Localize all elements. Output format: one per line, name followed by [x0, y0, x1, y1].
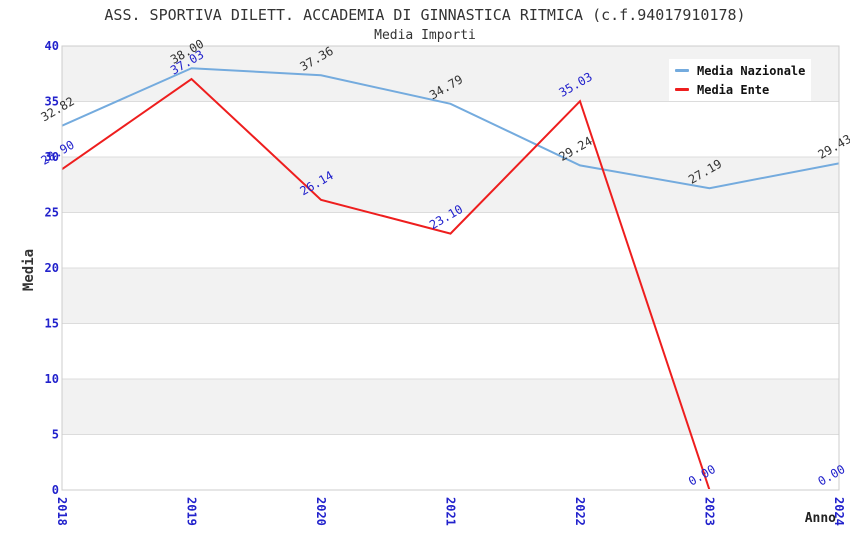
- legend-label-media-ente: Media Ente: [697, 82, 770, 97]
- svg-text:5: 5: [52, 428, 59, 442]
- chart-subtitle: Media Importi: [374, 28, 476, 43]
- x-axis-label: Anno: [804, 511, 836, 526]
- svg-text:2018: 2018: [55, 497, 69, 526]
- svg-text:40: 40: [45, 39, 59, 53]
- svg-text:15: 15: [45, 317, 59, 331]
- x-tick-labels: 2018 2019 2020 2021 2022 2023 2024: [55, 497, 846, 526]
- series-line-0: [62, 67, 839, 190]
- svg-text:20: 20: [45, 261, 59, 275]
- svg-text:2024: 2024: [832, 497, 846, 526]
- svg-text:35: 35: [45, 95, 59, 109]
- svg-text:2022: 2022: [573, 497, 587, 526]
- legend-item-media-ente: Media Ente: [675, 80, 811, 99]
- svg-text:0: 0: [52, 483, 59, 497]
- plot-frame: [61, 45, 840, 491]
- svg-text:30: 30: [45, 150, 59, 164]
- legend-line-swatch-nazionale: [675, 69, 689, 72]
- series-line-1: [62, 77, 839, 489]
- svg-text:2020: 2020: [314, 497, 328, 526]
- svg-text:25: 25: [45, 206, 59, 220]
- y-tick-labels: 0 5 10 15 20 25 30 35 40: [45, 39, 59, 497]
- chart-title: ASS. SPORTIVA DILETT. ACCADEMIA DI GINNA…: [104, 6, 746, 24]
- legend-line-swatch-ente: [675, 88, 689, 91]
- legend-label-media-nazionale: Media Nazionale: [697, 63, 806, 78]
- svg-text:2023: 2023: [703, 497, 717, 526]
- y-axis-label: Media: [21, 248, 38, 292]
- chart-legend: Media Nazionale Media Ente: [669, 59, 811, 101]
- svg-text:2019: 2019: [185, 497, 199, 526]
- gridlines: [62, 45, 839, 491]
- legend-item-media-nazionale: Media Nazionale: [675, 61, 811, 80]
- plot-bands: [62, 46, 839, 490]
- svg-text:2021: 2021: [444, 497, 458, 526]
- svg-text:10: 10: [45, 372, 59, 386]
